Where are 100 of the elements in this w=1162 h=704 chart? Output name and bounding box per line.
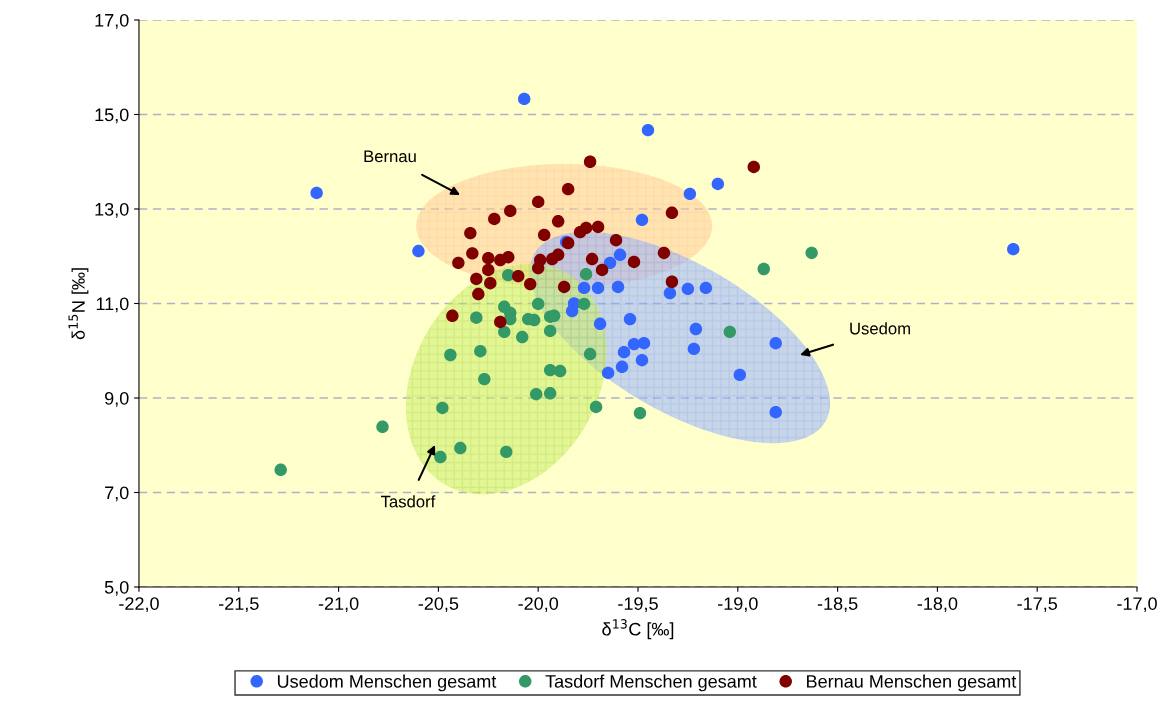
- point: [577, 281, 591, 295]
- y-tick-label: 5,0: [104, 580, 129, 596]
- point: [494, 315, 507, 329]
- point: [757, 262, 770, 276]
- x-tick-label: -20,5: [418, 597, 459, 613]
- point: [454, 441, 467, 455]
- point: [524, 277, 537, 291]
- point: [470, 272, 483, 286]
- point: [637, 336, 651, 350]
- point: [591, 281, 605, 295]
- annotation: Tasdorf: [381, 495, 436, 508]
- point: [500, 445, 513, 459]
- point: [583, 347, 597, 361]
- point: [615, 360, 629, 374]
- point: [551, 215, 565, 228]
- point: [665, 206, 679, 219]
- point: [665, 275, 679, 288]
- point: [412, 244, 425, 258]
- point: [553, 364, 567, 378]
- point: [805, 246, 818, 260]
- annotation: Bernau: [364, 150, 416, 163]
- point: [769, 405, 782, 419]
- point: [635, 353, 649, 367]
- y-tick-label: 17,0: [95, 13, 129, 29]
- point: [657, 246, 671, 260]
- point: [633, 406, 647, 420]
- x-tick-label: -17,5: [1017, 597, 1058, 613]
- point: [687, 342, 701, 356]
- x-axis-title: δ$^{13}$C [‰]: [602, 619, 674, 640]
- point: [376, 420, 389, 434]
- y-tick-label: 15,0: [95, 108, 129, 124]
- point: [504, 204, 517, 218]
- point: [502, 250, 515, 264]
- point: [561, 182, 575, 196]
- point: [711, 177, 725, 191]
- point: [723, 325, 737, 339]
- point: [543, 324, 557, 338]
- point: [699, 281, 713, 295]
- point: [601, 366, 615, 380]
- y-tick-label: 13,0: [95, 202, 129, 218]
- x-tick-label: -20,0: [518, 597, 559, 613]
- legend-label: Bernau Menschen gesamt: [807, 674, 1017, 692]
- point: [482, 251, 495, 265]
- legend-label: Usedom Menschen gesamt: [277, 674, 497, 692]
- x-tick-label: -19,5: [618, 597, 658, 613]
- point: [531, 297, 545, 311]
- point: [609, 233, 623, 247]
- point: [466, 247, 479, 260]
- point: [769, 336, 782, 350]
- point: [681, 282, 695, 296]
- point: [747, 160, 760, 174]
- point: [627, 255, 641, 269]
- point: [498, 325, 511, 339]
- x-tick-label: -17,0: [1117, 597, 1157, 613]
- point: [551, 248, 565, 262]
- point: [641, 123, 655, 137]
- y-axis-title: δ$^{15}$N [‰]: [68, 268, 89, 340]
- x-tick-label: -21,5: [219, 597, 259, 613]
- point: [579, 267, 593, 281]
- point: [531, 195, 545, 209]
- point: [585, 252, 599, 266]
- point: [579, 221, 593, 235]
- point: [474, 345, 487, 358]
- x-tick-label: -18,0: [917, 597, 958, 613]
- point: [663, 286, 677, 300]
- point: [516, 330, 529, 344]
- point: [733, 368, 747, 382]
- point: [512, 269, 525, 283]
- point: [595, 263, 609, 277]
- point: [623, 312, 637, 326]
- point: [617, 345, 631, 359]
- x-tick-label: -21,0: [318, 597, 359, 613]
- x-tick-label: -22,0: [119, 597, 159, 613]
- x-tick-label: -18,5: [817, 597, 858, 613]
- point: [488, 212, 501, 226]
- point: [635, 213, 649, 227]
- point: [464, 226, 477, 240]
- point: [531, 261, 545, 275]
- point: [484, 276, 497, 290]
- point: [434, 450, 447, 464]
- annotation: Usedom: [850, 322, 910, 335]
- point: [529, 388, 543, 401]
- point: [557, 280, 571, 294]
- point: [274, 463, 287, 477]
- y-tick-label: 11,0: [96, 297, 129, 313]
- y-tick-label: 9,0: [105, 391, 129, 407]
- point: [472, 287, 485, 301]
- point: [603, 256, 617, 270]
- point: [1007, 242, 1020, 256]
- x-tick-label: -19,0: [718, 597, 758, 613]
- point: [446, 309, 459, 322]
- point: [577, 297, 591, 311]
- point: [589, 400, 603, 414]
- point: [518, 92, 531, 106]
- point: [452, 256, 465, 270]
- point: [683, 187, 697, 201]
- point: [591, 220, 605, 234]
- point: [613, 248, 627, 262]
- point: [478, 372, 491, 386]
- point: [470, 311, 483, 324]
